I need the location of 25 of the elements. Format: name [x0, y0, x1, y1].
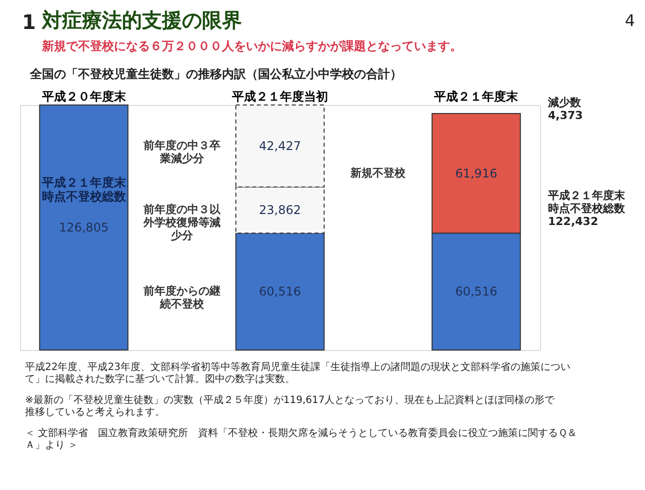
data-label: 42,427 [259, 138, 301, 153]
series-label: 前年度からの継続不登校 [142, 284, 220, 311]
data-label: 60,516 [455, 284, 498, 299]
series-label: 前年度の中３以外学校復帰等減少分 [142, 203, 222, 242]
data-label: 23,862 [259, 203, 301, 218]
chart-subtitle: 新規で不登校になる６万２０００人をいかに減らすかが課題となっています。 [41, 39, 462, 53]
text: 4 [624, 11, 635, 30]
text: 平成２１年度末時点不登校総数 122,432 [547, 189, 626, 228]
text: ※最新の「不登校児童生徒数」の実数（平成２５年度）が119,617人となっており、現在も上記資料とほぼ同様の形で推移していると考えられます。 [25, 394, 556, 418]
text: ＜ 文部科学省 国立教育政策研究所 資料「不登校・長期欠席を減らそうとしている教育委員会に役立つ施策に関するＱ＆Ａ」より ＞ [25, 427, 578, 451]
data-label: 126,805 [58, 220, 109, 234]
data-label: 60,516 [259, 284, 301, 299]
data-label: 61,916 [455, 166, 498, 180]
x-tick-label: 平成２１年度末 [433, 90, 520, 104]
text: 1 [22, 10, 36, 34]
x-tick-label: 平成２１年度当初 [231, 90, 328, 104]
text: 新規不登校 [350, 166, 407, 180]
bar [39, 104, 128, 350]
series-label: 平成２１年度末時点不登校総数 [40, 176, 127, 204]
chart-title: 対症療法的支援の限界 [41, 8, 242, 32]
text: 減少数 4,373 [547, 96, 583, 122]
x-tick-label: 平成２０年度末 [40, 90, 127, 104]
text: 全国の「不登校児童生徒数」の推移内訳（国公私立小中学校の合計） [29, 67, 402, 81]
series-label: 前年度の中３卒業減少分 [142, 138, 220, 165]
text: 平成22年度、平成23年度、文部科学省初等中等教育局児童生徒課「生徒指導上の諸問題の現状と文部科学省の施策について」に掲載された数字に基づいて計算。図中の数字は実数。 [25, 361, 570, 385]
